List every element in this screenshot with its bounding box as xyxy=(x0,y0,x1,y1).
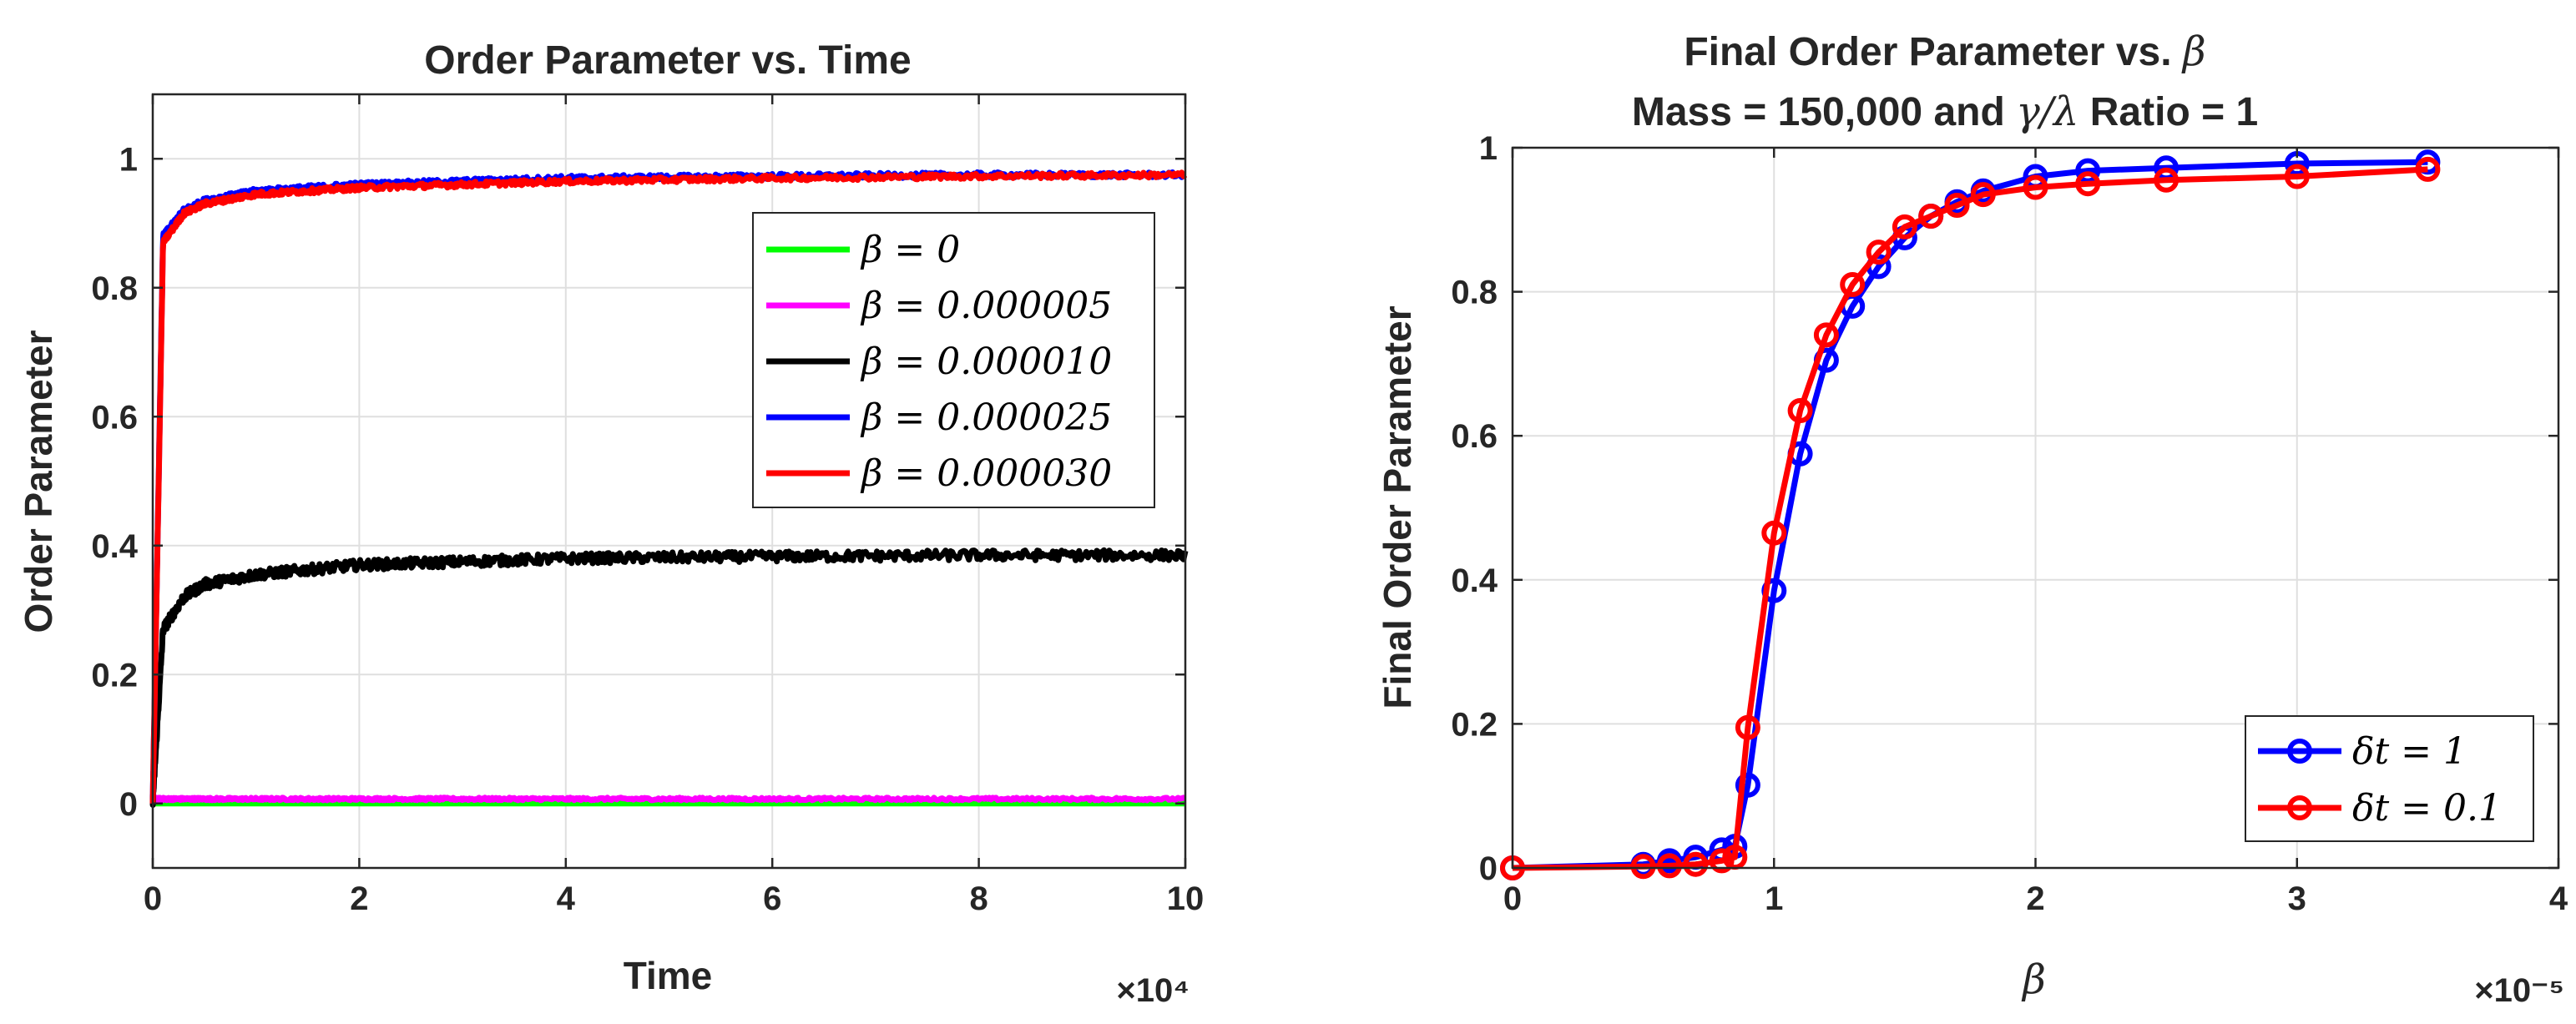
right-x-tick-label: 0 xyxy=(1503,880,1522,917)
right-x-tick-label: 2 xyxy=(2026,880,2044,917)
right-series-marker xyxy=(2075,158,2101,184)
right-series-marker xyxy=(1944,193,1970,218)
right-series-marker xyxy=(1970,182,1996,208)
left-x-axis-label: Time xyxy=(624,954,713,997)
right-series-marker xyxy=(1761,520,1787,546)
right-legend-label: δt = 1 xyxy=(2352,730,2467,773)
right-series-marker xyxy=(1683,851,1709,877)
left-legend-label: β = 0 xyxy=(860,229,960,271)
right-y-tick-label: 0.6 xyxy=(1451,418,1498,455)
right-chart-title-line1: Final Order Parameter vs. β xyxy=(1684,28,2205,75)
right-series-marker xyxy=(2154,167,2179,193)
right-x-axis-label: β xyxy=(2021,956,2046,1003)
left-legend-label: β = 0.000010 xyxy=(860,340,1112,383)
left-series-line xyxy=(149,794,1187,804)
right-legend-marker xyxy=(2287,739,2312,764)
right-y-tick-label: 0.8 xyxy=(1451,275,1498,311)
right-series-marker xyxy=(2284,164,2310,189)
final-order-chart: Final Order Parameter vs. β Mass = 150,0… xyxy=(1376,28,2568,1009)
right-y-axis-label: Final Order Parameter xyxy=(1376,305,1419,709)
right-series-marker xyxy=(1892,214,1917,240)
left-y-tick-label: 0.2 xyxy=(91,657,138,694)
right-series-marker xyxy=(1813,322,1839,348)
left-y-tick-label: 0.4 xyxy=(91,528,138,565)
left-chart-title: Order Parameter vs. Time xyxy=(424,38,911,83)
right-series-marker xyxy=(1735,772,1760,798)
right-series-marker xyxy=(1630,854,1656,880)
right-legend-marker xyxy=(2287,795,2312,820)
right-y-tick-label: 0 xyxy=(1479,850,1498,887)
right-series-marker xyxy=(1840,272,1866,297)
right-x-exponent: ×10⁻⁵ xyxy=(2474,972,2564,1009)
right-x-tick-label: 4 xyxy=(2549,880,2568,917)
right-legend: δt = 1 δt = 0.1 xyxy=(2245,715,2534,842)
right-x-tick-label: 3 xyxy=(2288,880,2306,917)
right-series-marker xyxy=(1787,398,1813,423)
right-series-marker xyxy=(1918,204,1944,229)
right-series-marker xyxy=(2023,174,2048,200)
left-x-tick-label: 4 xyxy=(557,880,576,917)
left-x-tick-label: 10 xyxy=(1167,880,1205,917)
time-series-chart: Order Parameter vs. Time 0 2 4 6 8 1000.20.40… xyxy=(17,38,1204,1009)
left-y-tick-label: 0.8 xyxy=(91,270,138,307)
left-x-tick-label: 8 xyxy=(969,880,987,917)
left-y-tick-label: 0.6 xyxy=(91,399,138,436)
left-series-line xyxy=(149,169,1188,804)
right-series-marker xyxy=(2415,156,2441,182)
left-x-exponent: ×10⁴ xyxy=(1116,972,1190,1009)
left-tick-labels: 0 2 4 6 8 10 0 0.2 0.4 0.6 0.8 1 xyxy=(91,141,1204,917)
right-series-marker xyxy=(1709,848,1735,874)
right-series-marker xyxy=(2075,171,2101,197)
left-x-tick-label: 2 xyxy=(350,880,368,917)
right-series-marker xyxy=(1657,853,1682,879)
right-series-lines xyxy=(1500,149,2441,880)
right-legend-label: δt = 0.1 xyxy=(2352,787,2502,830)
right-series-marker xyxy=(1735,714,1760,740)
left-y-tick-label: 1 xyxy=(119,141,138,178)
left-legend-label: β = 0.000025 xyxy=(860,396,1112,439)
left-plot-frame xyxy=(151,93,1187,870)
left-series-lines xyxy=(149,169,1189,808)
left-y-tick-label: 0 xyxy=(119,786,138,823)
left-legend-label: β = 0.000005 xyxy=(860,285,1112,327)
right-x-tick-label: 1 xyxy=(1765,880,1783,917)
left-legend-label: β = 0.000030 xyxy=(860,452,1112,495)
right-tick-marks xyxy=(1511,146,2560,870)
left-tick-marks xyxy=(151,94,1187,868)
right-chart-title-line2: Mass = 150,000 and γ/λ Ratio = 1 xyxy=(1632,88,2258,135)
left-y-axis-label: Order Parameter xyxy=(17,330,60,633)
right-y-tick-label: 0.2 xyxy=(1451,706,1498,743)
right-series-marker xyxy=(1866,240,1892,265)
left-x-tick-label: 6 xyxy=(763,880,781,917)
right-y-tick-label: 0.4 xyxy=(1451,562,1498,599)
left-x-tick-label: 0 xyxy=(144,880,162,917)
left-legend: β = 0 β = 0.000005 β = 0.000010 β = 0.00002… xyxy=(752,212,1155,508)
right-tick-labels: 0 1 2 3 4 0 0.2 0.4 0.6 0.8 1 xyxy=(1451,130,2568,917)
right-y-tick-label: 1 xyxy=(1479,130,1498,167)
left-series-line xyxy=(149,547,1189,808)
right-legend-box xyxy=(2245,715,2534,842)
